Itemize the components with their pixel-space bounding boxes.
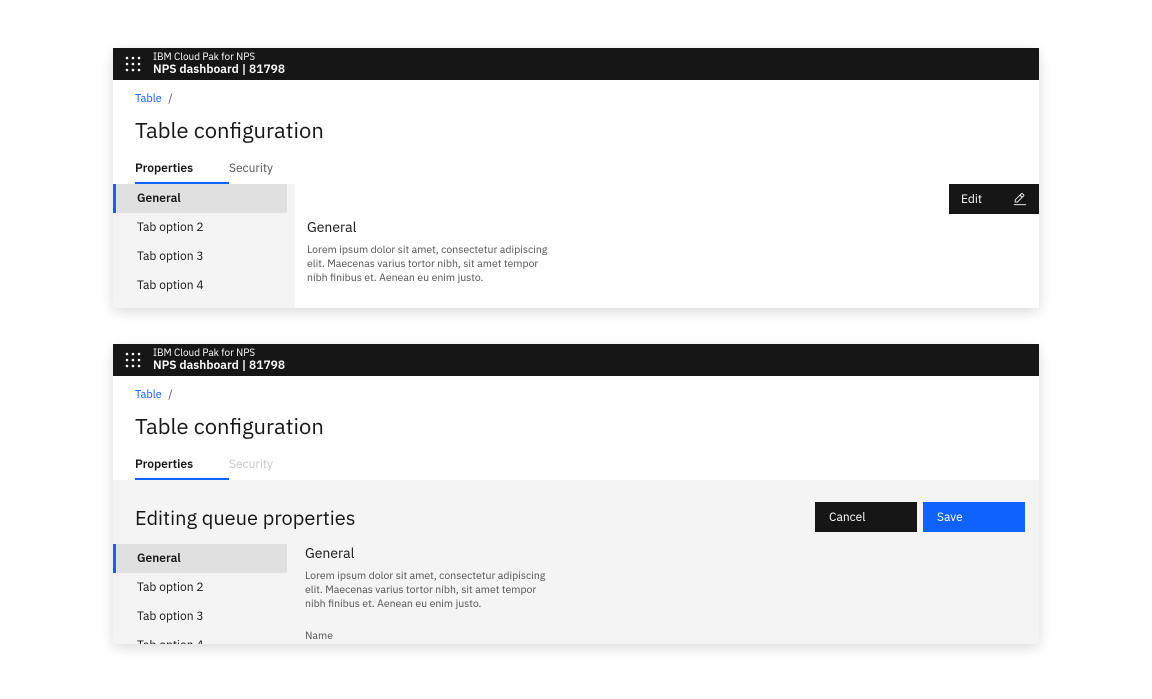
sidenav-item[interactable]: Tab option 3 [113, 242, 287, 271]
name-label: Name [305, 628, 623, 642]
shell-workspace: NPS dashboard | 81798 [153, 63, 285, 77]
edit-action-bar: Editing queue properties Cancel Save [113, 480, 1039, 544]
edit-icon [1013, 192, 1027, 206]
shell-bar: IBM Cloud Pak for NPS NPS dashboard | 81… [113, 344, 1039, 376]
field-name: Name Q24601 [307, 302, 1015, 308]
tab-security: Security [229, 451, 323, 480]
sidenav-item-general[interactable]: General [113, 184, 287, 213]
frame-edit: IBM Cloud Pak for NPS NPS dashboard | 81… [113, 344, 1039, 644]
save-button-label: Save [937, 510, 963, 525]
edit-button-label: Edit [961, 192, 982, 207]
tab-security[interactable]: Security [229, 155, 323, 184]
tab-properties[interactable]: Properties [135, 451, 229, 480]
shell-titles: IBM Cloud Pak for NPS NPS dashboard | 81… [153, 347, 285, 373]
page-header: Table / Table configuration Properties S… [113, 80, 1039, 184]
breadcrumb-sep: / [168, 388, 172, 402]
breadcrumb: Table / [135, 88, 1017, 110]
edit-button[interactable]: Edit [949, 184, 1039, 214]
sidenav-item[interactable]: Tab option 2 [113, 573, 287, 602]
panel-description: Lorem ipsum dolor sit amet, consectetur … [307, 242, 559, 284]
name-label-text: Name [305, 628, 333, 642]
edit-form: General Lorem ipsum dolor sit amet, cons… [305, 544, 1025, 644]
page-title: Table configuration [135, 116, 1017, 145]
sidenav-item-general[interactable]: General [113, 544, 287, 573]
cancel-button-label: Cancel [829, 510, 866, 525]
page-header: Table / Table configuration Properties S… [113, 376, 1039, 480]
apps-icon[interactable] [125, 56, 141, 72]
cancel-button[interactable]: Cancel [815, 502, 917, 532]
shell-bar: IBM Cloud Pak for NPS NPS dashboard | 81… [113, 48, 1039, 80]
sidenav-item[interactable]: Tab option 4 [113, 271, 287, 300]
edit-content-wrap: Editing queue properties Cancel Save Gen… [113, 480, 1039, 644]
breadcrumb-link[interactable]: Table [135, 92, 162, 106]
editing-title: Editing queue properties [135, 504, 815, 531]
tab-bar: Properties Security [135, 155, 1017, 184]
sidenav-item[interactable]: Tab option 5 [113, 300, 287, 308]
panel-heading: General [307, 218, 1015, 236]
breadcrumb-link[interactable]: Table [135, 388, 162, 402]
field-name-value: Q24601 [497, 306, 542, 308]
page-title: Table configuration [135, 412, 1017, 441]
edit-body: General Tab option 2 Tab option 3 Tab op… [113, 544, 1039, 644]
field-name-label: Name [307, 306, 497, 308]
tab-bar: Properties Security [135, 451, 1017, 480]
view-panel: Edit General Lorem ipsum dolor sit amet,… [295, 184, 1039, 308]
shell-workspace: NPS dashboard | 81798 [153, 359, 285, 373]
breadcrumb-sep: / [168, 92, 172, 106]
sidenav-item[interactable]: Tab option 2 [113, 213, 287, 242]
content-area: General Tab option 2 Tab option 3 Tab op… [113, 184, 1039, 308]
frame-view: IBM Cloud Pak for NPS NPS dashboard | 81… [113, 48, 1039, 308]
form-heading: General [305, 544, 1025, 562]
form-description: Lorem ipsum dolor sit amet, consectetur … [305, 568, 557, 610]
sidenav-item[interactable]: Tab option 3 [113, 602, 287, 631]
apps-icon[interactable] [125, 352, 141, 368]
tab-properties[interactable]: Properties [135, 155, 229, 184]
save-button[interactable]: Save [923, 502, 1025, 532]
shell-titles: IBM Cloud Pak for NPS NPS dashboard | 81… [153, 51, 285, 77]
breadcrumb: Table / [135, 384, 1017, 406]
sidenav-item[interactable]: Tab option 4 [113, 631, 287, 644]
side-nav: General Tab option 2 Tab option 3 Tab op… [113, 544, 287, 644]
side-nav: General Tab option 2 Tab option 3 Tab op… [113, 184, 287, 308]
